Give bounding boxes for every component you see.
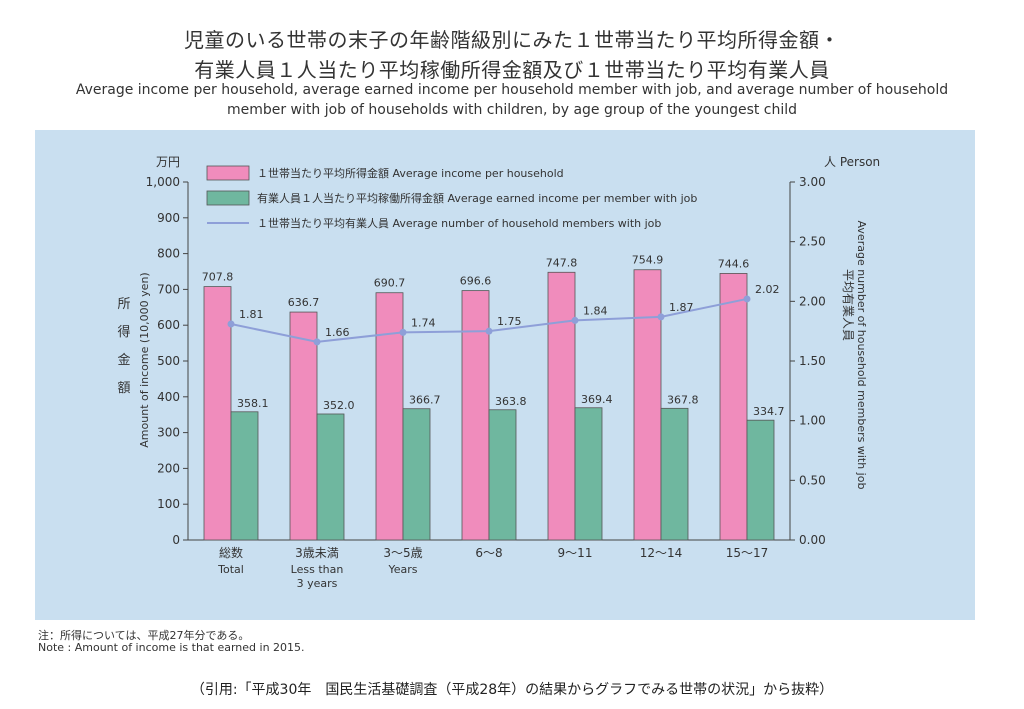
data-label-members-with-job: 1.81	[239, 308, 264, 321]
data-label-members-with-job: 1.74	[411, 316, 436, 329]
note-en: Note : Amount of income is that earned i…	[38, 641, 305, 654]
left-axis-tick-label: 900	[157, 211, 180, 225]
left-axis-label-jp-char: 得	[117, 324, 130, 340]
left-axis-tick-label: 1,000	[146, 175, 180, 189]
right-axis-tick-label: 1.00	[799, 414, 826, 428]
right-axis-tick-label: 0.00	[799, 533, 826, 547]
bar-income-per-household	[289, 311, 318, 541]
bar-earned-income-per-member	[230, 411, 259, 541]
left-axis-label-jp-char: 金	[117, 352, 130, 368]
x-axis-category-label-en: Less than	[291, 563, 344, 576]
x-axis-category-label-en: Total	[217, 563, 244, 576]
point-members-with-job	[313, 338, 321, 346]
left-axis-tick-label: 700	[157, 282, 180, 296]
chart-title-en-line1: Average income per household, average ea…	[75, 82, 949, 98]
point-members-with-job	[743, 295, 751, 303]
right-axis-tick-label: 2.50	[799, 235, 826, 249]
x-axis-category-label-jp: 9～11	[558, 546, 593, 560]
bar-earned-income-per-member	[660, 407, 689, 541]
data-label-members-with-job: 1.75	[497, 315, 522, 328]
data-label-members-with-job: 2.02	[755, 283, 780, 296]
data-label-income-per-household: 696.6	[460, 275, 492, 288]
data-label-earned-income-per-member: 352.0	[323, 399, 355, 412]
data-label-income-per-household: 690.7	[374, 277, 406, 290]
right-axis-label-jp: 平均有業人員	[841, 269, 855, 341]
bar-earned-income-per-member	[402, 408, 431, 541]
left-axis-label-jp-char: 額	[117, 381, 130, 396]
left-axis-tick-label: 200	[157, 461, 180, 475]
bar-earned-income-per-member	[746, 419, 775, 541]
bar-income-per-household	[547, 271, 576, 541]
data-label-income-per-household: 747.8	[546, 256, 578, 269]
x-axis-category-label-jp: 3歳未満	[295, 546, 339, 560]
data-label-earned-income-per-member: 363.8	[495, 395, 527, 408]
bar-income-per-household	[203, 286, 232, 541]
chart-title-jp-line1: 児童のいる世帯の末子の年齢階級別にみた１世帯当たり平均所得金額・	[184, 28, 840, 52]
legend-swatch	[206, 190, 250, 206]
x-axis-category-label-en: Years	[387, 563, 417, 576]
data-label-members-with-job: 1.84	[583, 304, 608, 317]
x-axis-category-label-jp: 12～14	[640, 546, 683, 560]
left-axis-tick-label: 400	[157, 390, 180, 404]
left-axis-label-jp-char: 所	[117, 297, 130, 312]
x-axis-category-label-jp: 総数	[219, 545, 243, 560]
data-label-members-with-job: 1.66	[325, 326, 350, 339]
left-axis-tick-label: 300	[157, 426, 180, 440]
data-label-earned-income-per-member: 366.7	[409, 394, 441, 407]
point-members-with-job	[399, 328, 407, 336]
legend-swatch	[206, 165, 250, 181]
left-axis-tick-label: 600	[157, 318, 180, 332]
right-axis-tick-label: 2.00	[799, 294, 826, 308]
legend-label: １世帯当たり平均有業人員 Average number of household…	[257, 216, 661, 230]
bar-earned-income-per-member	[316, 413, 345, 541]
left-axis-tick-label: 0	[172, 533, 180, 547]
point-members-with-job	[571, 316, 579, 324]
left-axis-tick-label: 800	[157, 247, 180, 261]
right-axis-tick-label: 3.00	[799, 175, 826, 189]
data-label-income-per-household: 707.8	[202, 271, 234, 284]
point-members-with-job	[227, 320, 235, 328]
data-label-earned-income-per-member: 369.4	[581, 393, 613, 406]
left-axis-tick-label: 100	[157, 497, 180, 511]
data-label-members-with-job: 1.87	[669, 301, 694, 314]
bar-income-per-household	[719, 273, 748, 541]
point-members-with-job	[485, 327, 493, 335]
left-axis-label-en: Amount of income (10,000 yen)	[138, 272, 151, 447]
bar-income-per-household	[375, 292, 404, 541]
legend-label: １世帯当たり平均所得金額 Average income per househol…	[257, 166, 564, 180]
right-axis-unit: 人 Person	[824, 155, 880, 169]
left-axis-unit: 万円	[156, 155, 180, 169]
source-citation: （引用:「平成30年 国民生活基礎調査（平成28年）の結果からグラフでみる世帯の…	[190, 682, 834, 698]
data-label-earned-income-per-member: 367.8	[667, 393, 699, 406]
point-members-with-job	[657, 313, 665, 321]
right-axis-tick-label: 0.50	[799, 473, 826, 487]
left-axis-tick-label: 500	[157, 354, 180, 368]
data-label-income-per-household: 754.9	[632, 254, 664, 267]
x-axis-category-label-jp: 6～8	[475, 546, 502, 560]
bar-earned-income-per-member	[574, 407, 603, 541]
data-label-income-per-household: 744.6	[718, 257, 750, 270]
chart-title-en-line2: member with job of households with child…	[226, 102, 798, 118]
x-axis-category-label-jp: 3～5歳	[383, 546, 422, 560]
bar-income-per-household	[633, 269, 662, 541]
bar-earned-income-per-member	[488, 409, 517, 541]
data-label-earned-income-per-member: 358.1	[237, 397, 269, 410]
legend-label: 有業人員１人当たり平均稼働所得金額 Average earned income …	[257, 191, 697, 205]
right-axis-label-en: Average number of household members with…	[855, 221, 868, 490]
bar-income-per-household	[461, 290, 490, 541]
note-jp: 注：所得については、平成27年分である。	[38, 629, 250, 642]
chart-title-jp-line2: 有業人員１人当たり平均稼働所得金額及び１世帯当たり平均有業人員	[194, 58, 830, 82]
x-axis-category-label-en: 3 years	[297, 577, 338, 590]
right-axis-tick-label: 1.50	[799, 354, 826, 368]
x-axis-category-label-jp: 15～17	[726, 546, 769, 560]
data-label-income-per-household: 636.7	[288, 296, 320, 309]
data-label-earned-income-per-member: 334.7	[753, 405, 785, 418]
